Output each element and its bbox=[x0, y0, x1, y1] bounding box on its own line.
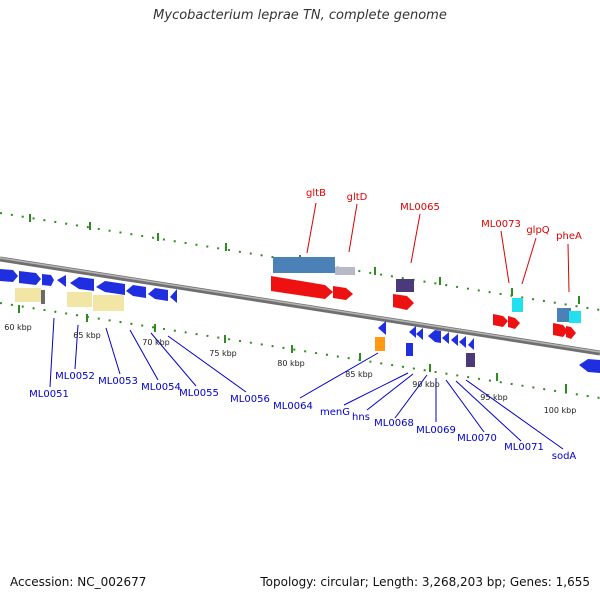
pseudo-block-1-end bbox=[41, 290, 45, 304]
gene-label-pheA: pheA bbox=[556, 231, 582, 242]
gene-label-sodA: sodA bbox=[552, 451, 577, 462]
gene-label-ML0073: ML0073 bbox=[481, 219, 521, 230]
feature-blue-block bbox=[557, 308, 571, 322]
gene-label-ML0070: ML0070 bbox=[457, 433, 497, 444]
gene-blue-2 bbox=[19, 271, 41, 285]
gene-gltD bbox=[333, 286, 353, 300]
gene-blue-6 bbox=[96, 281, 125, 295]
scale-label: 75 kbp bbox=[209, 349, 237, 358]
gene-blue-8 bbox=[148, 288, 168, 301]
gene-label-gltB: gltB bbox=[306, 188, 326, 199]
scale-label: 85 kbp bbox=[345, 370, 373, 379]
gene-label-ML0052: ML0052 bbox=[55, 371, 95, 382]
scale-label: 65 kbp bbox=[73, 331, 101, 340]
lower-guide-line bbox=[0, 302, 600, 399]
feature-cyan-block-2 bbox=[569, 311, 581, 323]
feature-orange-block bbox=[375, 337, 385, 351]
tick-marks bbox=[18, 214, 580, 392]
gene-label-ML0051: ML0051 bbox=[29, 389, 69, 400]
scale-label: 80 kbp bbox=[277, 359, 305, 368]
upper-callouts bbox=[306, 202, 570, 293]
gene-pheA bbox=[553, 323, 568, 337]
gene-blue-13 bbox=[416, 328, 423, 340]
gene-label-ML0069: ML0069 bbox=[416, 425, 456, 436]
gene-blue-7 bbox=[126, 285, 146, 298]
gene-pheA-2 bbox=[566, 326, 576, 339]
rna-block-tail bbox=[335, 267, 355, 275]
feature-dark-block-2 bbox=[466, 353, 475, 367]
gene-label-ML0054: ML0054 bbox=[141, 382, 181, 393]
pseudo-block-3 bbox=[93, 295, 124, 311]
upper-guide-line bbox=[0, 212, 600, 311]
gene-label-ML0065: ML0065 bbox=[400, 202, 440, 213]
genome-backbone-highlight bbox=[0, 257, 600, 353]
pseudo-block-2 bbox=[67, 292, 92, 307]
gene-blue-4 bbox=[57, 275, 66, 287]
gene-blue-16 bbox=[451, 334, 458, 346]
gene-label-ML0064: ML0064 bbox=[273, 401, 313, 412]
gene-blue-10 bbox=[378, 321, 386, 335]
gene-label-ML0053: ML0053 bbox=[98, 376, 138, 387]
gene-label-menG: menG bbox=[320, 407, 350, 418]
gene-label-gltD: gltD bbox=[347, 192, 368, 203]
upper-features bbox=[271, 202, 581, 339]
guide-lines bbox=[0, 212, 600, 399]
gene-blue-15 bbox=[442, 332, 449, 344]
gene-label-ML0068: ML0068 bbox=[374, 418, 414, 429]
scale-label: 70 kbp bbox=[142, 338, 170, 347]
genome-backbone bbox=[0, 256, 600, 356]
genome-title: Mycobacterium leprae TN, complete genome bbox=[153, 8, 447, 23]
topology-summary: Topology: circular; Length: 3,268,203 bp… bbox=[260, 575, 590, 589]
gene-blue-11 bbox=[406, 343, 413, 356]
gene-label-ML0055: ML0055 bbox=[179, 388, 219, 399]
gene-blue-1 bbox=[0, 269, 18, 282]
gene-blue-9 bbox=[170, 289, 177, 303]
lower-features bbox=[0, 269, 600, 450]
gene-gltB bbox=[271, 276, 333, 299]
gene-glpQ bbox=[508, 316, 520, 329]
feature-dark-block bbox=[396, 279, 414, 292]
upper-labels: gltB gltD ML0065 ML0073 glpQ pheA bbox=[306, 188, 582, 242]
gene-blue-5 bbox=[70, 277, 94, 291]
gene-label-hns: hns bbox=[352, 412, 370, 423]
pseudo-block-1 bbox=[15, 288, 41, 302]
scale-label: 60 kbp bbox=[4, 323, 32, 332]
gene-ML0065 bbox=[393, 294, 414, 310]
gene-blue-12 bbox=[409, 326, 416, 338]
gene-blue-17 bbox=[459, 336, 466, 348]
gene-blue-18 bbox=[468, 338, 474, 350]
rna-block bbox=[273, 257, 335, 273]
gene-label-glpQ: glpQ bbox=[526, 225, 549, 236]
gene-blue-19 bbox=[579, 359, 600, 373]
scale-labels: 60 kbp 65 kbp 70 kbp 75 kbp 80 kbp 85 kbp 90 k… bbox=[4, 323, 576, 415]
gene-ML0073 bbox=[493, 314, 508, 327]
scale-label: 95 kbp bbox=[480, 393, 508, 402]
accession-label: Accession: NC_002677 bbox=[10, 575, 147, 589]
lower-callouts bbox=[49, 317, 564, 450]
scale-label: 90 kbp bbox=[412, 380, 440, 389]
gene-label-ML0071: ML0071 bbox=[504, 442, 544, 453]
scale-label: 100 kbp bbox=[544, 406, 577, 415]
feature-cyan-block bbox=[512, 298, 523, 312]
gene-blue-14 bbox=[428, 330, 441, 343]
gene-blue-3 bbox=[42, 274, 54, 286]
gene-label-ML0056: ML0056 bbox=[230, 394, 270, 405]
